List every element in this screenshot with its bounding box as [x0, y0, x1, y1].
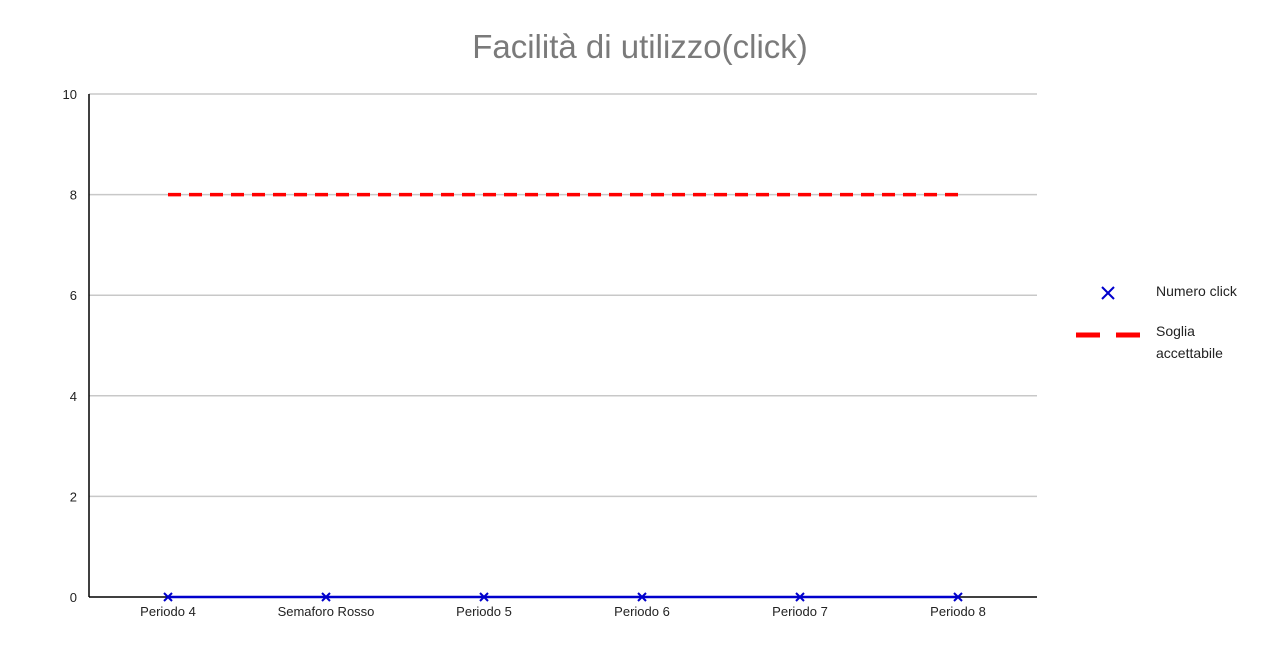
- x-tick-label: Periodo 7: [772, 604, 828, 619]
- data-point: [795, 592, 805, 602]
- y-tick-label: 0: [70, 590, 77, 605]
- y-axis-ticks: 0 2 4 6 8 10: [63, 87, 77, 605]
- data-point: [637, 592, 647, 602]
- legend-swatch: [1101, 286, 1115, 300]
- x-axis-ticks: Periodo 4 Semaforo Rosso Periodo 5 Periodo …: [140, 604, 986, 619]
- data-point: [479, 592, 489, 602]
- legend: Numero click Soglia accettabile: [1076, 283, 1238, 361]
- x-tick-label: Semaforo Rosso: [278, 604, 375, 619]
- x-tick-label: Periodo 6: [614, 604, 670, 619]
- chart-title: Facilità di utilizzo(click): [472, 28, 808, 65]
- x-tick-label: Periodo 4: [140, 604, 196, 619]
- y-tick-label: 8: [70, 188, 77, 203]
- legend-label: accettabile: [1156, 345, 1223, 361]
- legend-item: Numero click: [1101, 283, 1238, 300]
- x-tick-label: Periodo 5: [456, 604, 512, 619]
- data-point: [953, 592, 963, 602]
- gridlines: [89, 93, 1037, 498]
- y-tick-label: 4: [70, 389, 77, 404]
- y-tick-label: 10: [63, 87, 77, 102]
- x-tick-label: Periodo 8: [930, 604, 986, 619]
- legend-item: Soglia accettabile: [1076, 323, 1223, 361]
- data-point: [163, 592, 173, 602]
- y-tick-label: 2: [70, 489, 77, 504]
- y-tick-label: 6: [70, 288, 77, 303]
- data-point: [321, 592, 331, 602]
- axes: [88, 94, 1037, 598]
- legend-label: Soglia: [1156, 323, 1195, 339]
- legend-label: Numero click: [1156, 283, 1238, 299]
- series-layer: [163, 192, 963, 602]
